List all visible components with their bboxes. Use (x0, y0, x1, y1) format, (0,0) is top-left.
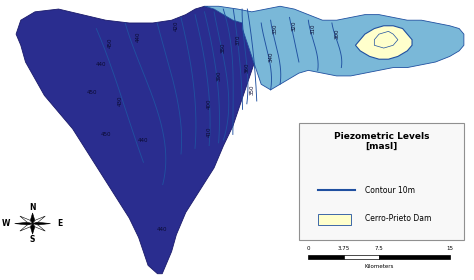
Bar (308, 255, 344, 259)
Polygon shape (20, 224, 33, 231)
Text: 450: 450 (100, 132, 111, 137)
Polygon shape (205, 6, 464, 90)
Text: 15: 15 (446, 246, 453, 251)
Text: E: E (57, 219, 62, 228)
Bar (379, 255, 450, 259)
Text: 390: 390 (216, 71, 221, 81)
Text: N: N (29, 203, 36, 212)
Text: 0: 0 (307, 246, 310, 251)
Text: 330: 330 (273, 23, 278, 34)
Polygon shape (33, 216, 45, 224)
Text: 440: 440 (157, 227, 167, 232)
Text: 440: 440 (136, 32, 141, 42)
Text: 440: 440 (138, 137, 149, 143)
Text: 320: 320 (292, 20, 297, 31)
Text: 360: 360 (245, 62, 249, 73)
Text: 340: 340 (268, 51, 273, 62)
Polygon shape (356, 26, 412, 59)
Text: Cerro-Prieto Dam: Cerro-Prieto Dam (365, 214, 431, 223)
Text: Contour 10m: Contour 10m (365, 186, 415, 195)
Text: 350: 350 (249, 85, 254, 95)
Text: W: W (1, 219, 10, 228)
Text: Kilometers: Kilometers (365, 264, 394, 269)
Text: 400: 400 (207, 99, 212, 109)
Text: 7.5: 7.5 (374, 246, 383, 251)
Text: Piezometric Levels
[masl]: Piezometric Levels [masl] (334, 132, 429, 151)
Bar (344, 255, 379, 259)
Polygon shape (30, 213, 35, 224)
Text: 430: 430 (117, 96, 122, 106)
Text: 3.75: 3.75 (337, 246, 350, 251)
Text: 300: 300 (334, 29, 339, 39)
Polygon shape (374, 31, 398, 48)
Text: 310: 310 (310, 23, 316, 34)
Polygon shape (30, 224, 35, 234)
Text: 370: 370 (235, 34, 240, 45)
Text: S: S (30, 235, 35, 244)
Text: 450: 450 (86, 90, 97, 95)
FancyBboxPatch shape (299, 123, 464, 240)
Polygon shape (20, 216, 33, 224)
Text: 410: 410 (207, 126, 212, 137)
Bar (318, 214, 351, 225)
Text: 440: 440 (96, 62, 106, 67)
Polygon shape (33, 222, 51, 225)
Text: 450: 450 (108, 37, 113, 48)
Polygon shape (16, 6, 256, 274)
Polygon shape (15, 222, 33, 225)
Polygon shape (33, 224, 45, 231)
Text: 420: 420 (174, 20, 179, 31)
Text: 380: 380 (221, 43, 226, 53)
